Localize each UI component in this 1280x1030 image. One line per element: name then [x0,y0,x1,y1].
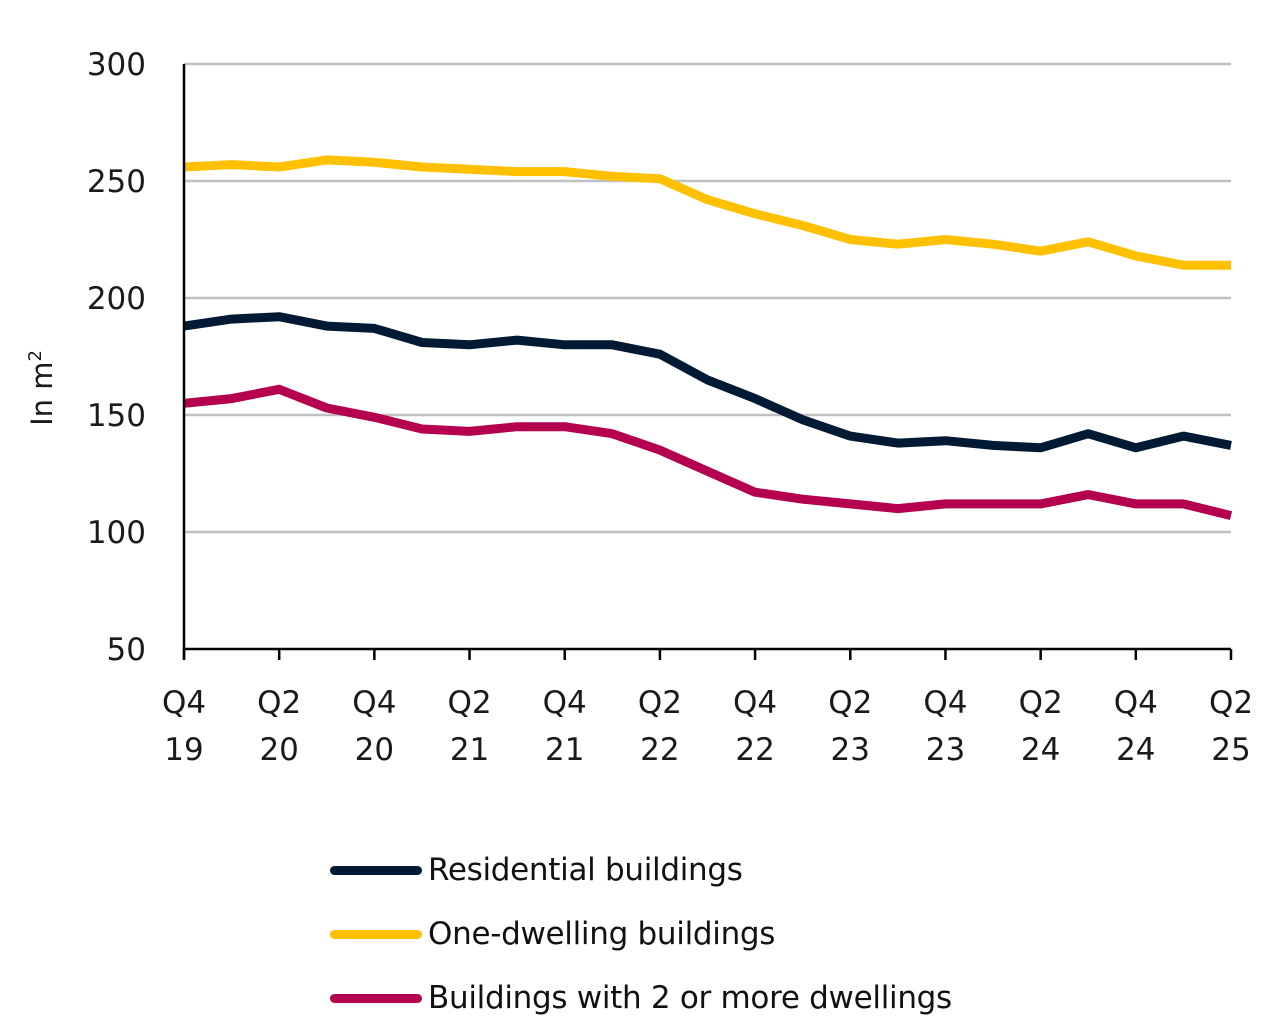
legend-label: Buildings with 2 or more dwellings [428,980,952,1016]
legend-swatch-multi-dwelling [330,993,422,1003]
x-tick-label-quarter: Q2 [1019,685,1063,721]
y-tick-label: 150 [87,398,146,434]
y-axis-ticks: 50 100 150 200 250 300 [87,47,146,668]
legend-swatch-residential [330,865,422,875]
x-tick-label-year: 21 [450,732,489,768]
x-tick-label-year: 23 [926,732,965,768]
x-axis-ticks: Q4 19 Q2 20 Q4 20 Q2 21 Q4 21 Q2 22 Q4 22 Q2 23 Q4 23 Q2 24… [162,649,1253,768]
x-tick-label-year: 25 [1211,732,1250,768]
x-tick-label-quarter: Q2 [257,685,301,721]
series-line-2 [183,384,1233,520]
y-tick-label: 50 [107,632,146,668]
x-tick-label-quarter: Q4 [1114,685,1158,721]
x-tick-label-quarter: Q4 [923,685,967,721]
legend-swatch-one-dwelling [330,929,422,939]
x-tick-label-quarter: Q4 [352,685,396,721]
y-tick-label: 100 [87,515,146,551]
legend-item-one-dwelling: One-dwelling buildings [330,902,952,966]
x-tick-label-quarter: Q4 [543,685,587,721]
x-tick-label-quarter: Q4 [733,685,777,721]
x-tick-label-year: 24 [1116,732,1155,768]
series-lines [183,155,1233,520]
y-tick-label: 300 [87,47,146,83]
x-tick-label-year: 24 [1021,732,1060,768]
x-tick-label-quarter: Q2 [1209,685,1253,721]
x-tick-label-quarter: Q4 [162,685,206,721]
legend-label: One-dwelling buildings [428,916,776,952]
series-line-0 [183,312,1232,453]
x-tick-label-year: 22 [640,732,679,768]
x-tick-label-quarter: Q2 [447,685,491,721]
x-tick-label-year: 22 [735,732,774,768]
series-line-1 [183,155,1231,270]
x-tick-label-year: 21 [545,732,584,768]
y-tick-label: 250 [87,164,146,200]
x-tick-label-quarter: Q2 [638,685,682,721]
y-tick-label: 200 [87,281,146,317]
legend-label: Residential buildings [428,852,743,888]
line-chart: 50 100 150 200 250 300 In m2 Q4 19 Q2 20 Q4 20 Q2 21… [25,47,1253,768]
gridlines [184,62,1231,534]
x-tick-label-year: 23 [831,732,870,768]
legend: Residential buildings One-dwelling build… [330,838,952,1030]
x-tick-label-year: 19 [164,732,203,768]
x-tick-label-year: 20 [355,732,394,768]
legend-item-residential: Residential buildings [330,838,952,902]
x-tick-label-quarter: Q2 [828,685,872,721]
x-tick-label-year: 20 [259,732,298,768]
y-axis-title: In m2 [25,350,59,426]
legend-item-multi-dwelling: Buildings with 2 or more dwellings [330,966,952,1030]
